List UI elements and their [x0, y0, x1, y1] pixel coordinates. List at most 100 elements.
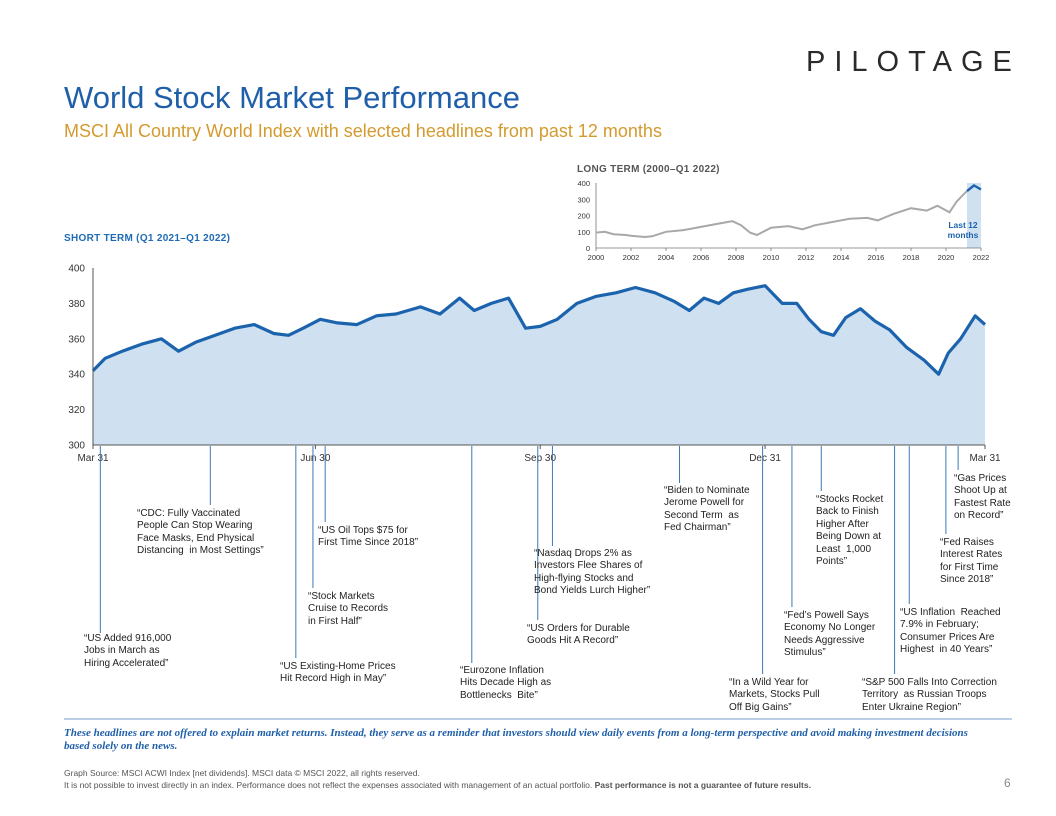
inset-recent-line — [966, 183, 982, 193]
x-tick-label: Mar 31 — [77, 453, 109, 464]
inset-x-tick-label: 2010 — [763, 253, 780, 262]
headline-line: 7.9% in February; — [900, 619, 979, 631]
headline-line: “CDC: Fully Vaccinated — [137, 508, 241, 519]
headline-text: “Gas Prices Shoot Up at Fastest Rate on Rec… — [954, 473, 1011, 523]
headline-text: “Biden to Nominate Jerome Powell for Secon… — [664, 485, 750, 535]
last-12-months-label: Last 12 — [948, 220, 978, 230]
headline-line: Enter Ukraine Region” — [862, 701, 961, 713]
y-tick-label: 300 — [68, 441, 85, 452]
headline-line: Fed Chairman” — [664, 522, 731, 534]
inset-x-tick-label: 2022 — [973, 253, 990, 262]
headline-text: “In a Wild Year for Markets, Stocks Pull O… — [729, 677, 820, 714]
headline-line: Bond Yields Lurch Higher” — [534, 585, 651, 597]
headline-line: Fastest Rate — [954, 497, 1011, 509]
headline-line: Hiring Accelerated” — [84, 657, 169, 669]
headline-line: “US Inflation Reached — [900, 607, 1001, 618]
headline-text: “US Orders for Durable Goods Hit A Record… — [527, 623, 630, 648]
performance-note-bold: Past performance is not a guarantee of f… — [594, 780, 811, 790]
headline-line: First Time Since 2018” — [318, 537, 419, 549]
headline-line: Investors Flee Shares of — [534, 560, 643, 572]
headline-line: Being Down at — [816, 531, 882, 543]
headline-text: “Eurozone Inflation Hits Decade High as Bo… — [460, 665, 551, 702]
x-tick-label: Dec 31 — [749, 453, 781, 464]
headline-line: Back to Finish — [816, 506, 879, 518]
headline-line: Since 2018” — [940, 574, 994, 586]
x-tick-label: Mar 31 — [969, 453, 1001, 464]
headline-line: Needs Aggressive — [784, 634, 865, 646]
last-12-months-highlight — [967, 183, 981, 248]
headline-line: High-flying Stocks and — [534, 572, 634, 584]
headline-line: Distancing in Most Settings” — [137, 545, 264, 557]
y-tick-label: 400 — [68, 264, 85, 275]
headline-line: Face Masks, End Physical — [137, 532, 255, 544]
headline-line: “US Oil Tops $75 for — [318, 525, 408, 536]
inset-x-tick-label: 2008 — [728, 253, 745, 262]
headline-line: Higher After — [816, 518, 869, 530]
page-number: 6 — [1004, 776, 1011, 790]
headline-line: in First Half” — [308, 615, 362, 627]
inset-x-tick-label: 2000 — [588, 253, 605, 262]
headline-line: Economy No Longer — [784, 622, 876, 634]
headline-line: Off Big Gains” — [729, 701, 792, 713]
inset-x-tick-label: 2004 — [658, 253, 675, 262]
inset-y-tick-label: 0 — [586, 244, 590, 253]
headline-line: “US Orders for Durable — [527, 623, 630, 634]
y-tick-label: 320 — [68, 405, 85, 416]
headline-text: “Nasdaq Drops 2% as Investors Flee Shares… — [534, 548, 650, 598]
headline-line: “Fed Raises — [940, 537, 994, 548]
headline-line: Bottlenecks Bite” — [460, 689, 538, 701]
headline-line: Territory as Russian Troops — [862, 689, 987, 701]
area-fill — [93, 285, 985, 445]
performance-note-text: It is not possible to invest directly in… — [64, 780, 595, 790]
page-subtitle: MSCI All Country World Index with select… — [64, 121, 662, 141]
headline-line: Jobs in March as — [84, 645, 160, 657]
headline-line: “US Added 916,000 — [84, 633, 172, 644]
headline-line: on Record” — [954, 510, 1004, 522]
headline-line: “US Existing-Home Prices — [280, 661, 396, 672]
headline-line: “Stocks Rocket — [816, 494, 884, 505]
headline-line: Points” — [816, 556, 848, 568]
inset-x-tick-label: 2020 — [938, 253, 955, 262]
headline-line: Cruise to Records — [308, 603, 389, 615]
headline-line: “Eurozone Inflation — [460, 665, 544, 676]
y-tick-label: 360 — [68, 334, 85, 345]
headline-line: “In a Wild Year for — [729, 677, 809, 688]
headline-line: “Stock Markets — [308, 591, 375, 602]
headline-line: “Biden to Nominate — [664, 485, 750, 496]
headline-line: Second Term as — [664, 509, 739, 521]
short-term-label: SHORT TERM (Q1 2021–Q1 2022) — [64, 233, 231, 244]
headline-line: Shoot Up at — [954, 485, 1007, 497]
headline-text: “Fed Raises Interest Rates for First Time S… — [940, 537, 1002, 587]
last-12-months-label: months — [948, 230, 979, 240]
graph-source: Graph Source: MSCI ACWI Index [net divid… — [64, 768, 420, 778]
headline-line: People Can Stop Wearing — [137, 520, 253, 532]
headline-line: Hits Decade High as — [460, 677, 552, 689]
inset-x-tick-label: 2018 — [903, 253, 920, 262]
x-tick-label: Jun 30 — [300, 453, 330, 464]
headline-line: Goods Hit A Record” — [527, 635, 619, 647]
headline-line: for First Time — [940, 561, 999, 573]
y-tick-label: 340 — [68, 370, 85, 381]
inset-y-tick-label: 100 — [577, 228, 590, 237]
headline-line: Highest in 40 Years” — [900, 644, 993, 656]
inset-y-tick-label: 300 — [577, 195, 590, 204]
inset-y-tick-label: 200 — [577, 212, 590, 221]
headline-text: “Stocks Rocket Back to Finish Higher After… — [816, 494, 883, 568]
headline-line: Jerome Powell for — [664, 497, 745, 509]
headline-line: Hit Record High in May” — [280, 673, 387, 685]
inset-x-tick-label: 2002 — [623, 253, 640, 262]
headline-line: “Fed’s Powell Says — [784, 610, 869, 621]
inset-y-tick-label: 400 — [577, 179, 590, 188]
headline-text: “US Existing-Home Prices Hit Record High … — [280, 661, 396, 686]
headline-line: Markets, Stocks Pull — [729, 689, 820, 701]
long-term-label: LONG TERM (2000–Q1 2022) — [577, 164, 720, 175]
headline-line: Least 1,000 — [816, 543, 872, 555]
headline-text: “US Oil Tops $75 for First Time Since 201… — [318, 525, 418, 550]
headline-line: Interest Rates — [940, 549, 1003, 561]
inset-x-tick-label: 2014 — [833, 253, 850, 262]
headline-text: “S&P 500 Falls Into Correction Territory … — [862, 677, 997, 714]
headline-line: Consumer Prices Are — [900, 631, 995, 643]
headline-text: “US Inflation Reached 7.9% in February; Co… — [900, 607, 1001, 657]
